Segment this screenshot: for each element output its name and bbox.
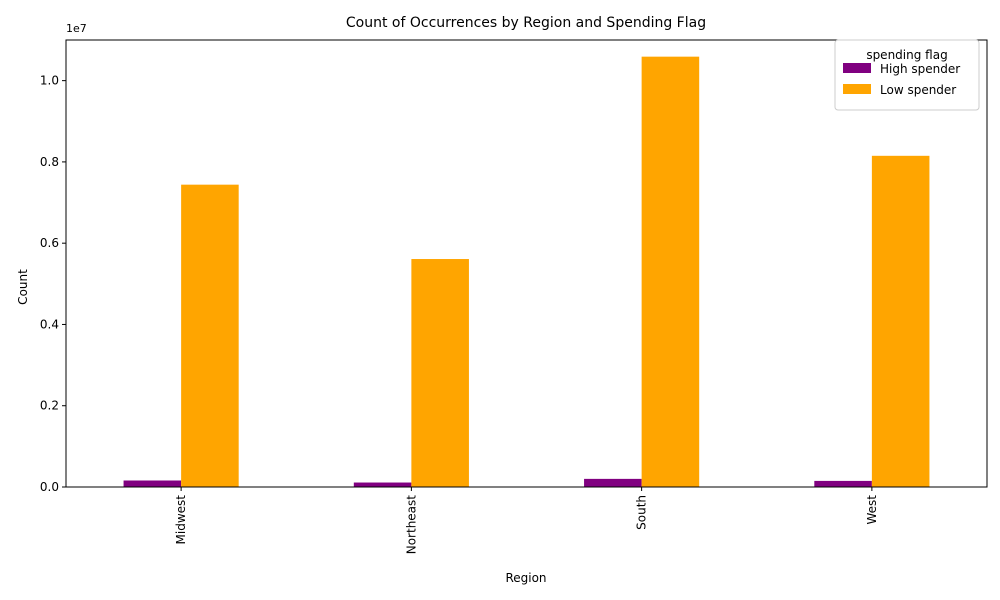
bar-west-low-spender <box>871 155 930 487</box>
y-tick-label: 0.4 <box>40 317 59 331</box>
bar-south-low-spender <box>641 56 700 487</box>
y-tick-label: 0.6 <box>40 236 59 250</box>
chart-title: Count of Occurrences by Region and Spend… <box>346 15 706 31</box>
y-axis-offset-label: 1e7 <box>66 22 87 35</box>
legend-title: spending flag <box>866 48 947 62</box>
x-axis-label: Region <box>505 571 546 585</box>
y-axis-label: Count <box>16 269 30 305</box>
x-tick-label: West <box>865 495 879 525</box>
y-tick-label: 0.0 <box>40 480 59 494</box>
bar-west-high-spender <box>814 480 872 487</box>
x-tick-label: South <box>635 495 649 530</box>
bars-group <box>123 56 930 487</box>
x-tick-label: Midwest <box>174 495 188 545</box>
legend-swatch <box>843 63 871 73</box>
bar-south-high-spender <box>584 478 642 487</box>
legend-label: Low spender <box>880 83 956 97</box>
y-tick-label: 0.8 <box>40 155 59 169</box>
x-tick-label: Northeast <box>404 495 418 555</box>
bar-northeast-high-spender <box>353 482 412 487</box>
legend-label: High spender <box>880 62 960 76</box>
x-axis: Midwest Northeast South West <box>174 487 879 554</box>
y-tick-label: 0.2 <box>40 399 59 413</box>
bar-northeast-low-spender <box>411 259 469 487</box>
bar-midwest-high-spender <box>123 480 182 487</box>
legend-swatch <box>843 84 871 94</box>
legend: spending flag High spender Low spender <box>834 39 980 111</box>
y-tick-label: 1.0 <box>40 74 59 88</box>
bar-midwest-low-spender <box>181 184 239 487</box>
plot-frame <box>65 39 988 488</box>
y-axis: 0.0 0.2 0.4 0.6 0.8 1.0 <box>40 74 66 494</box>
